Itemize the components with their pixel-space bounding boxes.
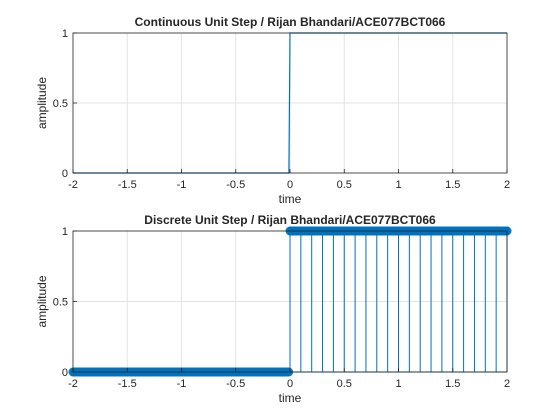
- x-tick-label: 1: [395, 179, 401, 191]
- x-tick-label: 1.5: [445, 179, 460, 191]
- chart-title: Discrete Unit Step / Rijan Bhandari/ACE0…: [144, 213, 436, 227]
- y-axis-label: amplitude: [35, 77, 49, 129]
- subplot-2: [68, 226, 512, 377]
- y-tick-label: 0: [62, 367, 68, 379]
- x-tick-label: 2: [504, 179, 510, 191]
- y-tick-label: 1: [62, 28, 68, 40]
- y-tick-label: 1: [62, 226, 68, 238]
- x-tick-label: -2: [68, 179, 78, 191]
- x-tick-label: 1: [395, 378, 401, 390]
- y-axis-label: amplitude: [35, 275, 49, 327]
- chart-title: Continuous Unit Step / Rijan Bhandari/AC…: [135, 15, 446, 29]
- y-tick-label: 0.5: [53, 297, 68, 309]
- subplot-1: [72, 32, 508, 174]
- x-tick-label: -1.5: [118, 378, 137, 390]
- x-tick-label: -1: [177, 378, 187, 390]
- x-tick-label: 0.5: [337, 179, 352, 191]
- x-tick-label: 0: [287, 378, 293, 390]
- x-tick-label: 0.5: [337, 378, 352, 390]
- x-tick-label: 2: [504, 378, 510, 390]
- y-tick-label: 0: [62, 168, 68, 180]
- x-axis-label: time: [279, 192, 302, 206]
- x-tick-label: -2: [68, 378, 78, 390]
- x-axis-label: time: [279, 391, 302, 405]
- x-tick-label: -0.5: [226, 378, 245, 390]
- x-tick-label: -0.5: [226, 179, 245, 191]
- x-tick-label: 1.5: [445, 378, 460, 390]
- x-tick-label: 0: [287, 179, 293, 191]
- y-tick-label: 0.5: [53, 98, 68, 110]
- x-tick-label: -1.5: [118, 179, 137, 191]
- x-tick-label: -1: [177, 179, 187, 191]
